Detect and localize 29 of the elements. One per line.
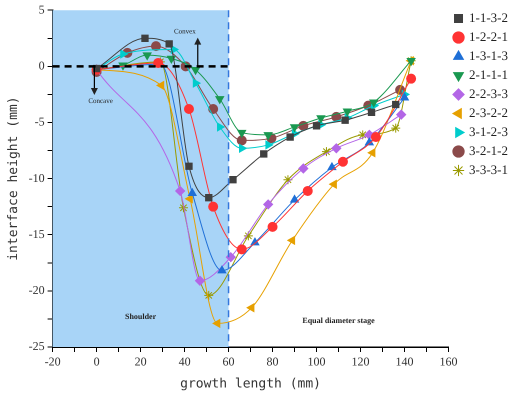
legend-label: 1-3-1-3	[469, 48, 508, 63]
legend-label: 1-1-3-2	[469, 10, 508, 25]
y-tick-label: 0	[38, 58, 45, 72]
y-tick-label: -25	[28, 339, 45, 354]
x-axis-title: growth length (mm)	[180, 376, 321, 392]
legend-label: 2-2-3-3	[469, 86, 508, 101]
legend-label: 3-3-3-1	[469, 162, 508, 177]
legend-label: 2-3-2-2	[469, 104, 508, 120]
y-tick-label: 5	[38, 2, 45, 16]
x-tick-label: 0	[94, 354, 100, 368]
x-tick-label: 20	[134, 354, 147, 368]
y-tick-label: -15	[28, 226, 45, 241]
legend-label: 3-1-2-3	[469, 124, 508, 139]
x-tick-label: 60	[222, 354, 235, 368]
x-tick-label: 120	[352, 354, 370, 368]
y-tick-label: -5	[34, 114, 45, 129]
x-tick-label: 160	[440, 354, 458, 368]
y-tick-label: -10	[28, 170, 45, 185]
x-tick-label: 80	[266, 354, 279, 368]
x-tick-label: 140	[396, 354, 414, 368]
legend-label: 2-1-1-1	[469, 66, 508, 82]
y-tick-label: -20	[28, 283, 45, 298]
annotation: Equal diameter stage	[302, 316, 376, 325]
y-axis-title: interface height (mm)	[6, 96, 22, 261]
x-tick-label: 40	[178, 354, 191, 368]
annotation: Shoulder	[125, 312, 157, 321]
legend-label: 3-2-1-2	[469, 142, 508, 158]
legend-label: 1-2-2-1	[469, 28, 508, 44]
x-tick-label: 100	[308, 354, 326, 368]
